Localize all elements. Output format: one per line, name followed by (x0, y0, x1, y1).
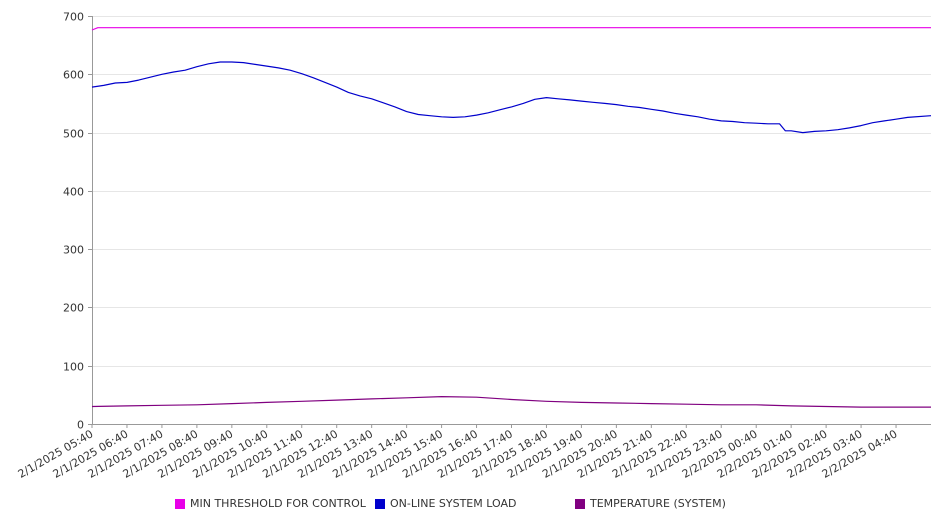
legend-label: MIN THRESHOLD FOR CONTROL (190, 497, 366, 510)
legend-swatch (375, 498, 385, 509)
y-tick-label: 200 (63, 302, 84, 315)
legend-item-temperature[interactable]: TEMPERATURE (SYSTEM) (575, 497, 726, 510)
y-tick-label: 0 (77, 419, 84, 432)
legend-swatch (575, 498, 585, 509)
y-tick-labels: 0 100 200 300 400 500 600 700 (63, 11, 84, 432)
legend-item-system-load[interactable]: ON-LINE SYSTEM LOAD (375, 497, 516, 510)
legend-item-min-threshold[interactable]: MIN THRESHOLD FOR CONTROL (175, 497, 366, 510)
y-tick-label: 500 (63, 128, 84, 141)
y-tick-label: 100 (63, 361, 84, 374)
y-tick-label: 400 (63, 186, 84, 199)
y-tick-label: 300 (63, 244, 84, 257)
y-tick-label: 600 (63, 69, 84, 82)
grid-lines (92, 16, 931, 367)
legend-swatch (175, 498, 185, 509)
y-tick-label: 700 (63, 11, 84, 24)
axes (88, 16, 931, 428)
min-threshold-line (91, 27, 931, 31)
temperature-line (91, 396, 931, 408)
legend-label: TEMPERATURE (SYSTEM) (590, 497, 726, 510)
series-lines (91, 27, 932, 408)
legend: MIN THRESHOLD FOR CONTROL ON-LINE SYSTEM… (0, 497, 946, 515)
x-tick-labels: 2/1/2025 05:402/1/2025 06:402/1/2025 07:… (16, 427, 900, 481)
system-load-line (91, 61, 932, 134)
legend-label: ON-LINE SYSTEM LOAD (390, 497, 517, 510)
